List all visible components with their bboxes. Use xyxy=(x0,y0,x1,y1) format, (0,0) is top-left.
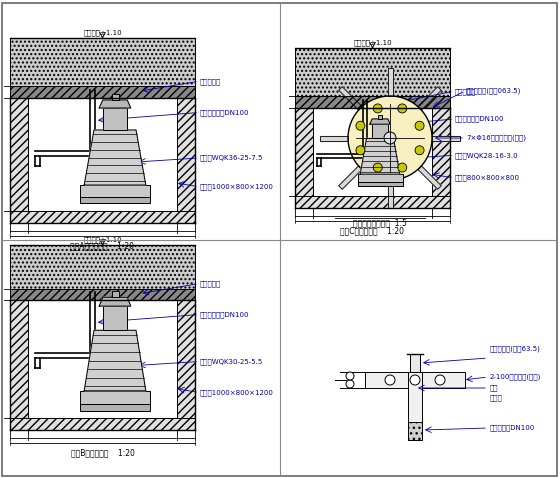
Bar xyxy=(295,108,313,196)
Text: 弄阀: 弄阀 xyxy=(490,385,498,391)
Bar xyxy=(10,418,195,430)
Polygon shape xyxy=(99,100,130,108)
Text: 喷坑B布置大样图    1:20: 喷坑B布置大样图 1:20 xyxy=(71,448,134,457)
Polygon shape xyxy=(99,297,130,306)
Bar xyxy=(111,291,119,297)
Circle shape xyxy=(348,96,432,180)
Bar xyxy=(102,108,127,130)
Bar xyxy=(10,245,195,289)
Bar xyxy=(295,196,450,208)
Text: 积水坑800×800×800: 积水坑800×800×800 xyxy=(455,174,520,181)
Circle shape xyxy=(384,132,396,144)
Polygon shape xyxy=(370,119,390,124)
Bar xyxy=(80,197,150,203)
Text: 不锈钢篦盖: 不锈钢篦盖 xyxy=(200,280,221,287)
Polygon shape xyxy=(84,130,146,185)
Bar xyxy=(410,354,420,372)
Bar xyxy=(80,185,150,197)
Text: 水面标高±1.10: 水面标高±1.10 xyxy=(83,237,122,243)
Text: 不锈钢篦盖: 不锈钢篦盖 xyxy=(455,88,476,95)
Bar xyxy=(372,124,388,139)
Bar xyxy=(10,98,28,211)
Text: 管帽头: 管帽头 xyxy=(490,395,503,402)
Text: 喷坑A布置大样图    1:20: 喷坑A布置大样图 1:20 xyxy=(71,241,134,250)
Circle shape xyxy=(398,104,407,113)
Polygon shape xyxy=(360,139,400,174)
Circle shape xyxy=(385,375,395,385)
Bar xyxy=(80,391,150,404)
Bar xyxy=(80,404,150,411)
Bar xyxy=(10,211,195,223)
Bar xyxy=(295,96,450,108)
Bar xyxy=(10,38,195,86)
Circle shape xyxy=(374,104,382,113)
Bar xyxy=(10,289,195,300)
Bar xyxy=(408,422,422,440)
Text: 水面标高±1.10: 水面标高±1.10 xyxy=(353,39,392,46)
Bar xyxy=(111,94,119,100)
Bar xyxy=(365,372,465,388)
Polygon shape xyxy=(339,166,362,189)
Text: 潜水泵出水管DN100: 潜水泵出水管DN100 xyxy=(200,109,250,116)
Circle shape xyxy=(398,163,407,172)
Bar xyxy=(357,182,403,186)
Circle shape xyxy=(346,372,354,380)
Polygon shape xyxy=(84,330,146,391)
Circle shape xyxy=(415,121,424,130)
Polygon shape xyxy=(432,135,460,141)
Bar xyxy=(177,300,195,418)
Bar xyxy=(432,108,450,196)
Bar xyxy=(357,174,403,182)
Bar xyxy=(378,115,382,119)
Polygon shape xyxy=(339,87,362,110)
Polygon shape xyxy=(388,180,393,208)
Text: 分水器平面大样图  1:5: 分水器平面大样图 1:5 xyxy=(353,218,407,227)
Text: 水面标高±1.10: 水面标高±1.10 xyxy=(83,29,122,36)
Bar xyxy=(177,98,195,211)
Bar xyxy=(408,372,422,440)
Bar xyxy=(10,86,195,98)
Bar xyxy=(295,48,450,96)
Text: 积水坑1000×800×1200: 积水坑1000×800×1200 xyxy=(200,389,274,396)
Text: 积水坑1000×800×1200: 积水坑1000×800×1200 xyxy=(200,184,274,190)
Text: 主支管路径(外径63.5): 主支管路径(外径63.5) xyxy=(490,346,541,352)
Text: 潜水泵出水管DN100: 潜水泵出水管DN100 xyxy=(455,116,505,122)
Circle shape xyxy=(374,163,382,172)
Text: 主支管路径(外径063.5): 主支管路径(外径063.5) xyxy=(466,87,521,94)
Polygon shape xyxy=(320,135,348,141)
Text: 潜水泵WQK28-16-3.0: 潜水泵WQK28-16-3.0 xyxy=(455,152,519,159)
Bar xyxy=(102,306,127,330)
Text: 喷坑C布置大样图    1:20: 喷坑C布置大样图 1:20 xyxy=(340,226,404,235)
Circle shape xyxy=(435,375,445,385)
Text: 2-100不锈钢管(喷管): 2-100不锈钢管(喷管) xyxy=(490,374,542,380)
Text: 水泵出水管DN100: 水泵出水管DN100 xyxy=(490,424,535,431)
Text: 潜水泵WQK30-25-5.5: 潜水泵WQK30-25-5.5 xyxy=(200,358,263,365)
Circle shape xyxy=(415,146,424,155)
Text: 7×Φ16不锈钢喷嘴(布满): 7×Φ16不锈钢喷嘴(布满) xyxy=(466,135,526,141)
Polygon shape xyxy=(418,166,441,189)
Text: 潜水泵WQK36-25-7.5: 潜水泵WQK36-25-7.5 xyxy=(200,155,263,161)
Circle shape xyxy=(410,375,420,385)
Bar xyxy=(10,300,28,418)
Circle shape xyxy=(356,146,365,155)
Polygon shape xyxy=(388,68,393,96)
Circle shape xyxy=(356,121,365,130)
Text: 不锈钢篦盖: 不锈钢篦盖 xyxy=(200,78,221,85)
Text: 潜水泵出水管DN100: 潜水泵出水管DN100 xyxy=(200,311,250,318)
Circle shape xyxy=(346,380,354,388)
Polygon shape xyxy=(418,87,441,110)
